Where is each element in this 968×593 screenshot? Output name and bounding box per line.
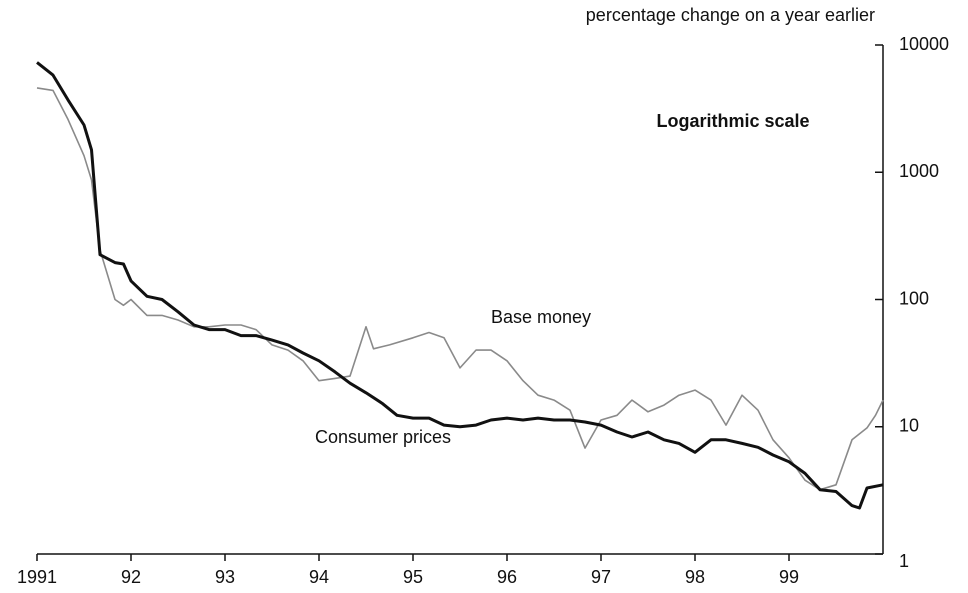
x-tick-label: 92 xyxy=(121,567,141,587)
x-tick-label: 93 xyxy=(215,567,235,587)
x-tick-label: 99 xyxy=(779,567,799,587)
scale-note: Logarithmic scale xyxy=(656,111,809,131)
y-tick-label: 10 xyxy=(899,416,919,436)
x-tick-label: 98 xyxy=(685,567,705,587)
x-tick-label: 96 xyxy=(497,567,517,587)
x-tick-label: 94 xyxy=(309,567,329,587)
x-tick-label: 1991 xyxy=(17,567,57,587)
x-tick-label: 97 xyxy=(591,567,611,587)
y-axis-label: percentage change on a year earlier xyxy=(586,5,875,25)
y-tick-label: 100 xyxy=(899,288,929,308)
x-tick-label: 95 xyxy=(403,567,423,587)
series-line xyxy=(36,87,884,491)
y-tick-label: 1000 xyxy=(899,161,939,181)
annotation: Consumer prices xyxy=(315,427,451,447)
annotation: Base money xyxy=(491,307,591,327)
series-line xyxy=(36,61,884,510)
y-tick-label: 10000 xyxy=(899,34,949,54)
y-tick-label: 1 xyxy=(899,551,909,571)
